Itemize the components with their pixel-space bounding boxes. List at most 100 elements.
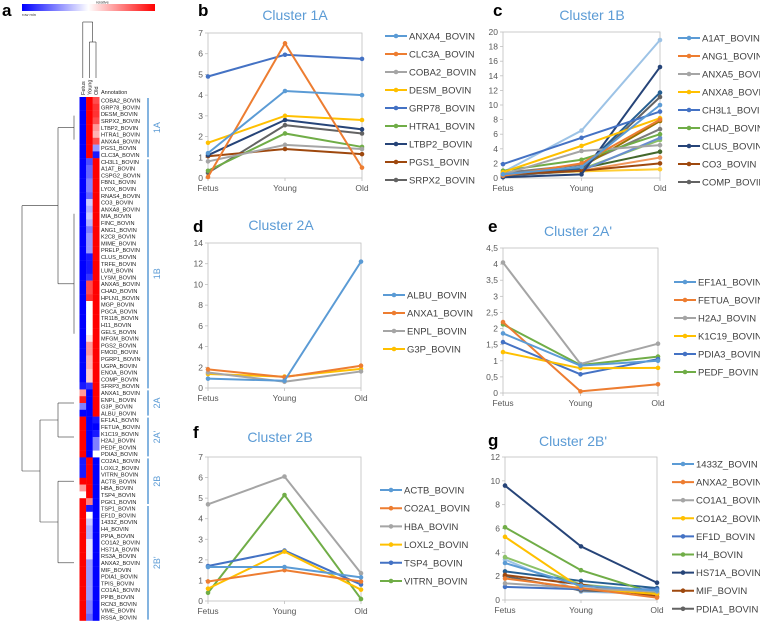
heatmap-cell bbox=[79, 341, 87, 349]
series-ef1a1_bovin bbox=[500, 331, 661, 368]
y-tick-label: 2 bbox=[493, 324, 498, 334]
legend-item: CO2A1_BOVIN bbox=[380, 504, 470, 515]
heatmap-cell bbox=[86, 477, 93, 485]
heatmap-cell bbox=[79, 511, 87, 519]
heatmap-cell bbox=[92, 321, 100, 329]
data-point bbox=[282, 474, 287, 479]
heatmap-cell bbox=[92, 403, 100, 410]
legend-marker bbox=[686, 89, 692, 95]
row-label: LUM_BOVIN bbox=[101, 269, 133, 275]
data-point bbox=[282, 122, 288, 128]
legend-item: CLC3A_BOVIN bbox=[385, 50, 475, 61]
heatmap-cell bbox=[92, 212, 100, 220]
row-label: TSP4_BOVIN bbox=[101, 493, 136, 499]
data-point bbox=[657, 131, 663, 137]
row-label: PGRP1_BOVIN bbox=[101, 357, 140, 363]
legend-marker bbox=[388, 487, 394, 493]
heatmap-cell bbox=[79, 579, 87, 587]
data-point bbox=[282, 52, 288, 58]
heatmap-cell bbox=[79, 192, 87, 200]
legend-label: EF1D_BOVIN bbox=[696, 532, 755, 543]
row-label: SRPX2_BOVIN bbox=[101, 119, 140, 125]
row-label: PGS1_BOVIN bbox=[101, 146, 136, 152]
heatmap-cell bbox=[92, 491, 100, 499]
legend-label: H4_BOVIN bbox=[696, 550, 743, 561]
legend-item: ENPL_BOVIN bbox=[383, 327, 467, 338]
heatmap-cell bbox=[92, 593, 100, 601]
legend-item: EF1D_BOVIN bbox=[672, 532, 755, 543]
row-label: FMOD_BOVIN bbox=[101, 350, 138, 356]
y-tick-label: 3,5 bbox=[486, 275, 498, 285]
legend-item: FETUA_BOVIN bbox=[674, 296, 760, 307]
legend-label: ANXA2_BOVIN bbox=[696, 478, 760, 489]
y-tick-label: 2 bbox=[495, 571, 500, 581]
y-tick-label: 2 bbox=[198, 362, 203, 372]
heatmap-cell bbox=[86, 613, 93, 621]
y-tick-label: 0 bbox=[495, 595, 500, 605]
heatmap-cell bbox=[79, 301, 87, 308]
legend-marker bbox=[388, 505, 394, 511]
heatmap-cell bbox=[92, 355, 100, 363]
heatmap-cell bbox=[86, 539, 93, 546]
x-tick-label: Young bbox=[273, 393, 297, 403]
heatmap-cell bbox=[79, 117, 87, 125]
cluster-label: 1A bbox=[152, 122, 162, 133]
heatmap-cell bbox=[92, 437, 100, 444]
chart-title: Cluster 2A' bbox=[544, 223, 612, 239]
chart-g: g Cluster 2B' 0 2 4 6 8 10 12 Fetus Young Old 1433Z_… bbox=[488, 431, 760, 615]
heatmap-cell bbox=[86, 314, 93, 322]
heatmap-cell bbox=[79, 185, 87, 193]
heatmap-cell bbox=[79, 362, 87, 370]
heatmap-cell bbox=[79, 450, 87, 458]
heatmap-cell bbox=[86, 205, 93, 213]
heatmap-cell bbox=[79, 586, 87, 594]
heatmap-cell bbox=[86, 573, 93, 580]
heatmap-cell bbox=[86, 437, 93, 444]
data-point bbox=[358, 259, 364, 264]
data-point bbox=[205, 74, 211, 79]
data-point bbox=[502, 554, 508, 560]
x-tick-label: Fetus bbox=[197, 393, 218, 403]
heatmap-cell bbox=[86, 253, 93, 261]
heatmap-cell bbox=[92, 579, 100, 587]
legend-item: ANXA4_BOVIN bbox=[385, 32, 475, 43]
heatmap-cell bbox=[92, 185, 100, 193]
heatmap-cell bbox=[92, 464, 100, 472]
legend-item: HTRA1_BOVIN bbox=[385, 122, 475, 133]
y-tick-label: 0 bbox=[493, 173, 498, 183]
series-line bbox=[207, 493, 362, 600]
heatmap-cell bbox=[92, 219, 100, 227]
heatmap-cell bbox=[79, 131, 87, 138]
legend-marker bbox=[686, 179, 692, 185]
row-label: HTRA1_BOVIN bbox=[101, 133, 140, 139]
heatmap-cell bbox=[86, 552, 93, 560]
heatmap-cell bbox=[86, 409, 93, 417]
data-point bbox=[657, 109, 663, 114]
column-header: Old bbox=[94, 86, 100, 95]
row-label: CO1A2_BOVIN bbox=[101, 541, 140, 547]
row-label: ANXA2_BOVIN bbox=[101, 561, 140, 567]
row-label: CO3_BOVIN bbox=[101, 201, 133, 207]
data-point bbox=[654, 595, 660, 600]
legend-item: G3P_BOVIN bbox=[383, 345, 461, 356]
row-label: TSP1_BOVIN bbox=[101, 507, 136, 513]
heatmap-cell bbox=[92, 362, 100, 370]
heatmap-cell bbox=[79, 144, 87, 152]
data-point bbox=[579, 148, 584, 154]
row-label: HPLN1_BOVIN bbox=[101, 296, 140, 302]
heatmap-cell bbox=[92, 171, 100, 179]
legend-label: PEDF_BOVIN bbox=[698, 368, 758, 379]
heatmap-cell bbox=[92, 260, 100, 268]
colorbar-low-label: row min bbox=[22, 12, 36, 17]
heatmap-cell bbox=[86, 280, 93, 288]
chart-c: c Cluster 1B 0 2 4 6 8 10 12 14 16 18 20 Fetus Young Ol… bbox=[489, 1, 760, 193]
heatmap-cell bbox=[92, 131, 100, 138]
legend-label: ANXA4_BOVIN bbox=[409, 32, 475, 43]
row-label: ANXA5_BOVIN bbox=[101, 282, 140, 288]
x-tick-label: Old bbox=[650, 605, 664, 615]
data-point bbox=[358, 570, 364, 576]
legend-item: MIF_BOVIN bbox=[672, 586, 747, 597]
heatmap-cell bbox=[86, 341, 93, 349]
heatmap-cell bbox=[92, 301, 100, 308]
data-point bbox=[578, 363, 583, 368]
